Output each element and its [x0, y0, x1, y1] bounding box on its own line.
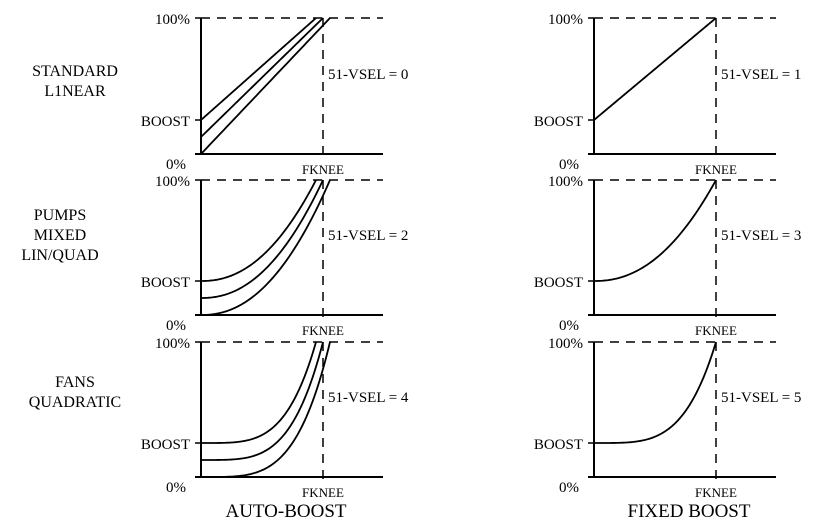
label-zero-percent: 0%	[166, 480, 186, 496]
vsel-label: 51-VSEL = 0	[328, 67, 408, 83]
label-boost: BOOST	[534, 275, 583, 291]
boost-curve	[201, 341, 331, 478]
row-label-line: FANS	[55, 374, 95, 391]
row-labels: STANDARD L1NEAR PUMPS MIXED LIN/QUAD FANS QUAD…	[21, 63, 121, 411]
label-zero-percent: 0%	[559, 480, 579, 496]
label-fknee: FKNEE	[302, 485, 344, 500]
label-boost: BOOST	[141, 114, 190, 130]
vsel-label: 51-VSEL = 1	[721, 67, 801, 83]
label-fknee: FKNEE	[695, 162, 737, 177]
boost-curve	[200, 17, 317, 121]
vsel-label: 51-VSEL = 4	[328, 390, 409, 406]
row-label-line: QUADRATIC	[29, 394, 121, 411]
boost-curve	[593, 179, 717, 282]
row-label-line: L1NEAR	[44, 83, 106, 100]
label-100-percent: 100%	[548, 12, 583, 28]
label-100-percent: 100%	[548, 174, 583, 190]
label-fknee: FKNEE	[302, 323, 344, 338]
panel-1-0: 100% BOOST 0% FKNEE 51-VSEL = 2	[141, 174, 409, 338]
panel-1-1: 100% BOOST 0% FKNEE 51-VSEL = 3	[534, 174, 802, 338]
row-label-line: STANDARD	[32, 63, 118, 80]
column-title-auto: AUTO-BOOST	[225, 501, 346, 522]
row-label-line: MIXED	[34, 227, 86, 244]
boost-curve	[200, 179, 331, 316]
label-boost: BOOST	[141, 275, 190, 291]
vsel-label: 51-VSEL = 3	[721, 228, 801, 244]
boost-curve	[594, 341, 717, 444]
label-boost: BOOST	[534, 437, 583, 453]
label-100-percent: 100%	[155, 12, 190, 28]
label-fknee: FKNEE	[302, 162, 344, 177]
column-titles: AUTO-BOOST FIXED BOOST	[225, 501, 750, 522]
label-100-percent: 100%	[155, 174, 190, 190]
panels: 100% BOOST 0% FKNEE 51-VSEL = 0 100% BOOST 0% FK…	[141, 12, 802, 500]
column-title-fixed: FIXED BOOST	[628, 501, 751, 522]
boost-curve	[201, 341, 317, 444]
row-label-line: PUMPS	[34, 207, 86, 224]
boost-curve	[200, 17, 324, 138]
label-zero-percent: 0%	[559, 318, 579, 334]
label-zero-percent: 0%	[559, 157, 579, 173]
row-label-0: STANDARD L1NEAR	[32, 63, 118, 100]
vsel-label: 51-VSEL = 2	[328, 228, 408, 244]
row-label-line: LIN/QUAD	[21, 247, 98, 264]
row-label-2: FANS QUADRATIC	[29, 374, 121, 411]
boost-curve	[200, 17, 331, 155]
panel-0-0: 100% BOOST 0% FKNEE 51-VSEL = 0	[141, 12, 409, 177]
label-100-percent: 100%	[155, 336, 190, 352]
label-100-percent: 100%	[548, 336, 583, 352]
vsel-label: 51-VSEL = 5	[721, 390, 801, 406]
label-boost: BOOST	[534, 114, 583, 130]
boost-curve	[593, 17, 717, 121]
boost-curve	[201, 341, 324, 461]
label-boost: BOOST	[141, 437, 190, 453]
label-fknee: FKNEE	[695, 323, 737, 338]
boost-curve	[200, 179, 324, 299]
panel-2-1: 100% BOOST 0% FKNEE 51-VSEL = 5	[534, 336, 802, 500]
panel-0-1: 100% BOOST 0% FKNEE 51-VSEL = 1	[534, 12, 802, 177]
row-label-1: PUMPS MIXED LIN/QUAD	[21, 207, 98, 264]
boost-curve	[200, 179, 317, 282]
panel-2-0: 100% BOOST 0% FKNEE 51-VSEL = 4	[141, 336, 409, 500]
label-fknee: FKNEE	[695, 485, 737, 500]
label-zero-percent: 0%	[166, 157, 186, 173]
label-zero-percent: 0%	[166, 318, 186, 334]
